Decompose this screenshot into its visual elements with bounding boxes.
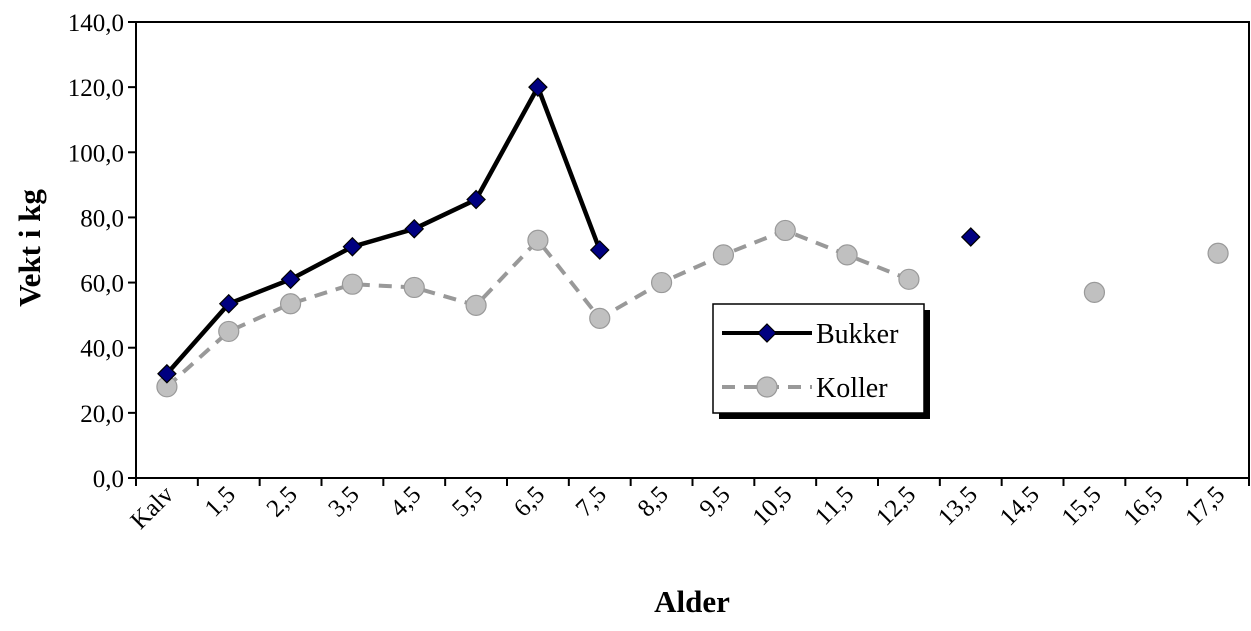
data-point-koller — [465, 294, 487, 316]
y-tick-label: 140,0 — [68, 10, 124, 37]
plot-area — [135, 21, 1250, 479]
data-point-koller — [403, 276, 425, 299]
series-line-bukker — [165, 81, 602, 376]
data-point-bukker — [528, 77, 548, 97]
x-tick-label: 3,5 — [323, 481, 364, 522]
data-point-koller — [218, 320, 240, 343]
x-tick-label: 12,5 — [871, 481, 921, 531]
data-point-bukker — [404, 218, 425, 239]
legend-bukker-marker — [757, 323, 777, 343]
y-axis-ticks: 0,0 20,0 40,0 60,0 80,0 100,0 120,0 140,0 — [68, 10, 136, 493]
y-tick-label: 100,0 — [68, 140, 124, 167]
legend-bukker-label: Bukker — [816, 319, 899, 350]
data-point-koller — [341, 273, 364, 295]
x-tick-label: 15,5 — [1057, 481, 1107, 531]
data-point-koller — [774, 219, 796, 242]
legend-koller-label: Koller — [816, 373, 888, 404]
x-tick-label: Kalv — [126, 481, 180, 535]
data-point-koller — [836, 244, 858, 266]
series-layer — [156, 77, 1229, 398]
x-tick-label: 17,5 — [1180, 481, 1230, 531]
y-tick-label: 0,0 — [93, 466, 124, 493]
x-tick-label: 2,5 — [262, 481, 303, 522]
legend-koller-marker — [756, 376, 778, 398]
data-point-koller — [712, 244, 735, 266]
data-point-bukker — [960, 227, 981, 247]
data-point-koller — [1207, 242, 1229, 264]
series-bukker — [157, 77, 981, 384]
x-tick-label: 10,5 — [747, 481, 797, 531]
data-point-bukker — [342, 236, 363, 257]
data-point-koller — [589, 307, 611, 329]
x-tick-label: 9,5 — [694, 481, 735, 522]
legend-box — [712, 303, 925, 414]
x-tick-label: 11,5 — [810, 481, 859, 530]
x-tick-label: 1,5 — [200, 481, 241, 522]
y-tick-label: 80,0 — [80, 205, 124, 232]
data-point-bukker — [589, 240, 610, 260]
data-point-bukker — [218, 293, 239, 314]
y-tick-label: 20,0 — [80, 401, 124, 428]
x-tick-label: 13,5 — [933, 481, 983, 531]
data-point-koller — [279, 293, 302, 315]
data-point-bukker — [157, 363, 177, 384]
data-point-koller — [898, 268, 920, 290]
legend: Bukker Koller — [712, 303, 930, 419]
y-tick-label: 60,0 — [80, 271, 124, 298]
x-axis-title: Alder — [654, 584, 730, 619]
x-tick-label: 7,5 — [571, 481, 612, 522]
x-tick-label: 5,5 — [447, 481, 488, 522]
x-tick-label: 14,5 — [995, 481, 1045, 531]
data-point-koller — [650, 271, 673, 294]
data-point-bukker — [466, 189, 486, 210]
series-koller — [156, 219, 1229, 398]
y-tick-label: 40,0 — [80, 336, 124, 363]
x-tick-label: 8,5 — [633, 481, 674, 522]
data-point-koller — [1083, 281, 1106, 303]
y-tick-label: 120,0 — [68, 75, 124, 102]
data-point-koller — [527, 229, 549, 251]
x-tick-label: 4,5 — [385, 481, 426, 522]
x-tick-label: 6,5 — [509, 481, 550, 522]
x-axis-ticks: Kalv 1,5 2,5 3,5 4,5 5,5 6,5 7,5 8,5 9,5 10,5 11,5 1… — [126, 478, 1250, 535]
y-axis-title: Vekt i kg — [12, 189, 47, 307]
data-point-bukker — [280, 269, 301, 290]
x-tick-label: 16,5 — [1118, 481, 1168, 531]
